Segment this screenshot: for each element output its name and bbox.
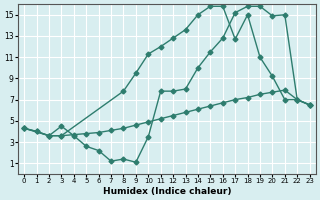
X-axis label: Humidex (Indice chaleur): Humidex (Indice chaleur) (103, 187, 231, 196)
